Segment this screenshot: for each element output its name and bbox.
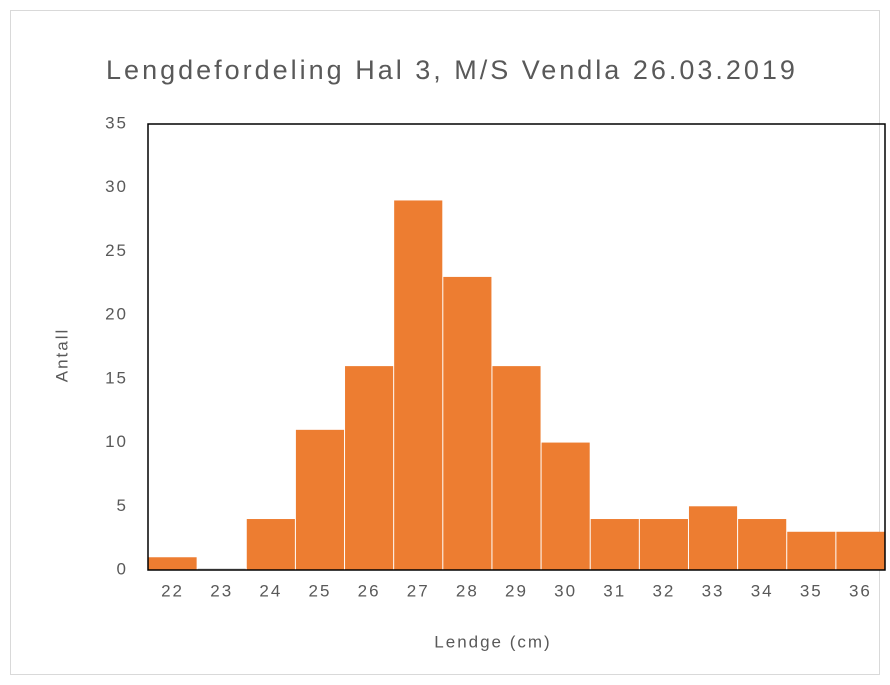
y-tick-label: 5: [117, 496, 128, 515]
x-axis-label: Lendge (cm): [434, 632, 551, 651]
x-tick-label: 36: [849, 581, 872, 600]
y-tick-label: 25: [105, 241, 128, 260]
bar: [787, 531, 836, 570]
y-tick-label: 10: [105, 432, 128, 451]
x-tick-label: 35: [800, 581, 823, 600]
x-tick-label: 29: [505, 581, 528, 600]
y-tick-label: 0: [117, 559, 128, 578]
x-tick-label: 27: [407, 581, 430, 600]
x-tick-label: 24: [259, 581, 282, 600]
bar: [738, 519, 787, 570]
x-tick-label: 23: [210, 581, 233, 600]
x-tick-label: 32: [652, 581, 675, 600]
x-tick-label: 30: [554, 581, 577, 600]
x-tick-label: 34: [751, 581, 774, 600]
bar: [541, 442, 590, 570]
x-tick-label: 28: [456, 581, 479, 600]
x-tick-label: 31: [603, 581, 626, 600]
y-tick-label: 30: [105, 177, 128, 196]
x-tick-label: 33: [702, 581, 725, 600]
bar: [246, 519, 295, 570]
bar: [443, 276, 492, 570]
x-tick-label: 22: [161, 581, 184, 600]
bar: [148, 557, 197, 570]
bar: [688, 506, 738, 570]
x-tick-label: 26: [358, 581, 381, 600]
bar: [639, 519, 688, 570]
bar: [590, 519, 639, 570]
bar: [836, 531, 885, 570]
y-tick-label: 15: [105, 368, 128, 387]
x-tick-label: 25: [309, 581, 332, 600]
chart-title: Lengdefordeling Hal 3, M/S Vendla 26.03.…: [106, 55, 798, 85]
y-tick-label: 20: [105, 305, 128, 324]
y-tick-label: 35: [105, 113, 128, 132]
bar: [295, 429, 345, 570]
bar: [345, 366, 394, 570]
bar: [492, 366, 541, 570]
y-axis-label: Antall: [52, 328, 71, 383]
bar: [394, 200, 443, 570]
plot-border: [147, 123, 886, 571]
